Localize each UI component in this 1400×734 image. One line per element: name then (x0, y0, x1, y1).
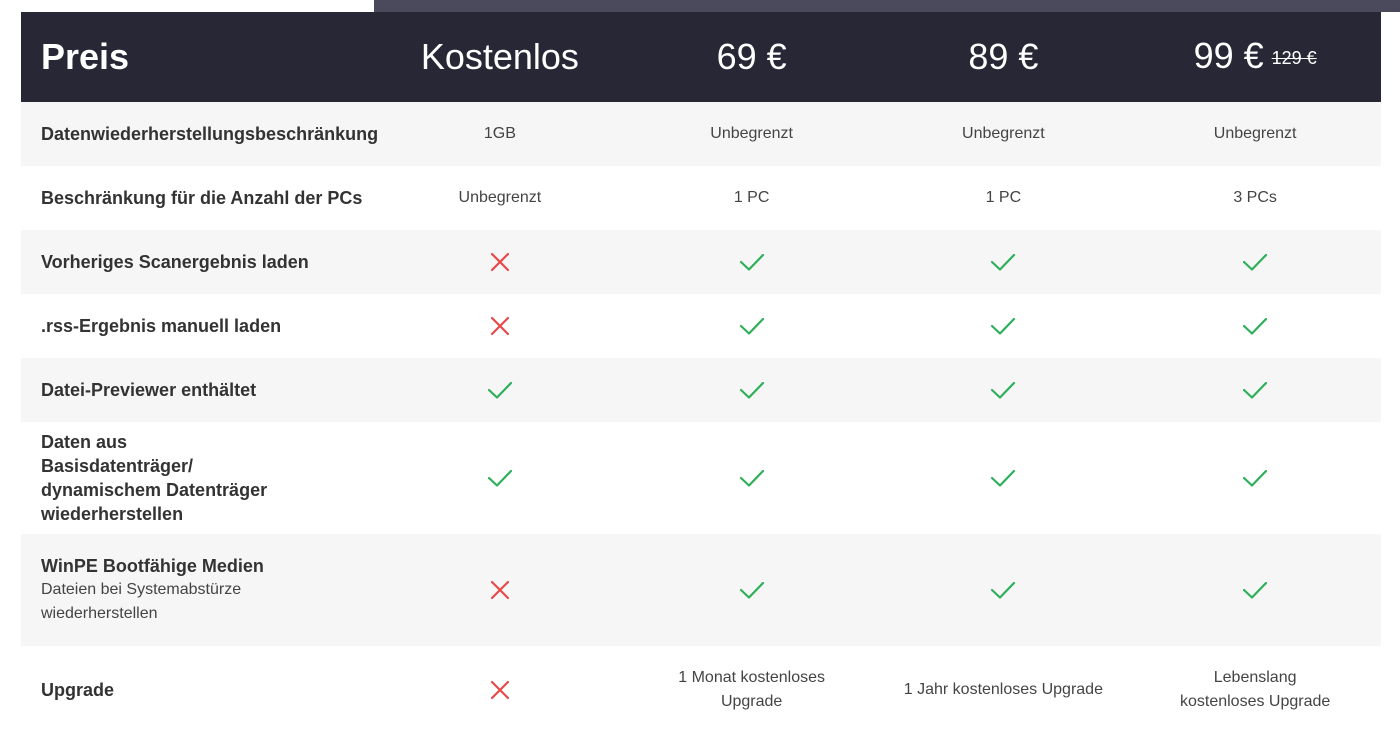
feature-value: 3 PCs (1233, 189, 1277, 206)
feature-row: Daten aus Basisdatenträger/ dynamischem … (21, 422, 1381, 534)
feature-value-cell (626, 377, 878, 403)
feature-row: .rss-Ergebnis manuell laden (21, 294, 1381, 358)
cross-icon (487, 677, 513, 703)
check-icon (739, 313, 765, 339)
feature-value-cell (626, 249, 878, 275)
feature-label: .rss-Ergebnis manuell laden (21, 314, 374, 338)
feature-value-cell (1129, 377, 1381, 403)
old-price: 129 € (1271, 48, 1317, 68)
feature-value: Unbegrenzt (1213, 125, 1297, 142)
plan-price: 89 € (968, 36, 1039, 77)
plan-price: Kostenlos (420, 36, 579, 77)
feature-value-cell (374, 677, 626, 703)
top-band (374, 0, 1400, 12)
feature-row: Upgrade 1 Monat kostenloses Upgrade 1 Jahr… (21, 646, 1381, 734)
feature-value: Lebenslang kostenloses Upgrade (1179, 669, 1331, 710)
check-icon (990, 577, 1016, 603)
feature-label: Daten aus Basisdatenträger/ dynamischem … (21, 430, 374, 526)
plan-price-free: Kostenlos (374, 37, 626, 77)
check-icon (990, 249, 1016, 275)
feature-name: WinPE Bootfähige Medien (41, 556, 264, 576)
cross-icon (487, 577, 513, 603)
feature-value-cell (878, 249, 1130, 275)
feature-value: Unbegrenzt (962, 125, 1045, 142)
check-icon (487, 465, 513, 491)
plan-price-89: 89 € (878, 37, 1130, 77)
feature-name: Datei-Previewer enthältet (41, 380, 257, 400)
feature-value-cell (374, 377, 626, 403)
plan-price-69: 69 € (626, 37, 878, 77)
feature-value-cell (878, 465, 1130, 491)
feature-value-cell (374, 249, 626, 275)
feature-label: Beschränkung für die Anzahl der PCs (21, 186, 374, 210)
feature-value-cell (878, 313, 1130, 339)
check-icon (990, 313, 1016, 339)
feature-value: 1 PC (733, 189, 770, 206)
feature-value-cell (1129, 465, 1381, 491)
feature-value: Unbegrenzt (458, 189, 542, 206)
feature-value-cell (1129, 577, 1381, 603)
check-icon (1242, 377, 1268, 403)
feature-row: Vorheriges Scanergebnis laden (21, 230, 1381, 294)
feature-label: Vorheriges Scanergebnis laden (21, 250, 374, 274)
check-icon (739, 465, 765, 491)
price-header-row: Preis Kostenlos 69 € 89 € 99 € 129 € (21, 12, 1381, 102)
feature-row: Datei-Previewer enthältet (21, 358, 1381, 422)
feature-value: 1 Jahr kostenloses Upgrade (903, 681, 1103, 698)
feature-value-cell (1129, 249, 1381, 275)
check-icon (739, 249, 765, 275)
feature-value: 1GB (483, 125, 516, 142)
check-icon (487, 377, 513, 403)
check-icon (990, 465, 1016, 491)
feature-label: Datenwiederherstellungsbeschränkung (21, 122, 378, 146)
feature-value-cell (374, 577, 626, 603)
feature-value: 1 Monat kostenloses Upgrade (678, 669, 825, 710)
pricing-comparison-table: Preis Kostenlos 69 € 89 € 99 € 129 € Date… (21, 12, 1381, 734)
feature-value-cell (626, 313, 878, 339)
feature-value-cell (374, 465, 626, 491)
feature-name: Beschränkung für die Anzahl der PCs (41, 188, 363, 208)
feature-name: .rss-Ergebnis manuell laden (41, 316, 282, 336)
check-icon (1242, 465, 1268, 491)
cross-icon (487, 249, 513, 275)
cross-icon (487, 313, 513, 339)
feature-label: WinPE Bootfähige Medien Dateien bei Syste… (21, 554, 374, 626)
feature-value-cell (878, 377, 1130, 403)
feature-name: Upgrade (41, 680, 115, 700)
feature-value: Unbegrenzt (710, 125, 793, 142)
feature-rows: Datenwiederherstellungsbeschränkung 1GB Un… (21, 102, 1381, 734)
feature-label: Upgrade (21, 678, 374, 702)
check-icon (1242, 313, 1268, 339)
price-header-label: Preis (41, 36, 130, 77)
plan-price: 69 € (716, 36, 787, 77)
feature-value-cell (626, 577, 878, 603)
feature-value-cell (878, 577, 1130, 603)
check-icon (1242, 249, 1268, 275)
feature-label: Datei-Previewer enthältet (21, 378, 374, 402)
feature-value-cell (374, 313, 626, 339)
plan-price-99: 99 € 129 € (1129, 36, 1381, 78)
check-icon (739, 577, 765, 603)
feature-name: Datenwiederherstellungsbeschränkung (41, 124, 379, 144)
feature-value-cell (1129, 313, 1381, 339)
feature-description: Dateien bei Systemabstürze wiederherstel… (41, 581, 242, 622)
check-icon (990, 377, 1016, 403)
check-icon (1242, 577, 1268, 603)
feature-row: WinPE Bootfähige Medien Dateien bei Syste… (21, 534, 1381, 646)
feature-value: 1 PC (985, 189, 1022, 206)
feature-name: Vorheriges Scanergebnis laden (41, 252, 309, 272)
feature-row: Beschränkung für die Anzahl der PCs Unbeg… (21, 166, 1381, 230)
feature-value-cell (626, 465, 878, 491)
plan-price: 99 € (1193, 35, 1264, 76)
feature-row: Datenwiederherstellungsbeschränkung 1GB Un… (21, 102, 1381, 166)
feature-name: Daten aus Basisdatenträger/ dynamischem … (41, 432, 268, 524)
check-icon (739, 377, 765, 403)
